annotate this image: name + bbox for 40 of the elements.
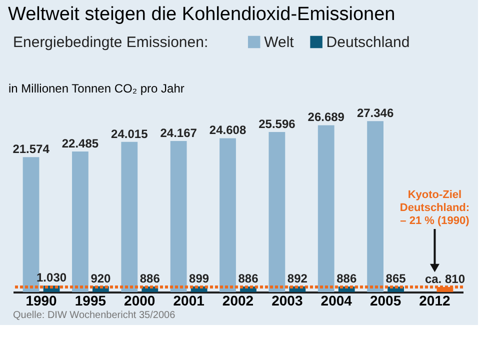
data-label: 24.015	[111, 126, 148, 141]
x-tick-label: 2001	[173, 292, 205, 308]
bar	[72, 151, 88, 292]
bar	[367, 121, 384, 292]
x-tick-label: 1990	[26, 292, 58, 308]
data-label: 865	[386, 272, 406, 286]
bar	[318, 125, 334, 292]
data-label: 892	[287, 271, 308, 286]
x-tick-label: 2005	[370, 292, 402, 308]
data-label: 920	[90, 271, 112, 286]
bar	[268, 132, 286, 292]
bar	[170, 140, 187, 292]
x-tick-label: 2004	[320, 292, 352, 308]
x-tick-label: 2003	[272, 292, 303, 308]
data-label: 26.689	[308, 110, 345, 124]
data-label: 886	[140, 271, 160, 286]
data-label: 886	[238, 271, 259, 286]
data-label: 22.485	[62, 136, 99, 150]
source-note: Quelle: DIW Wochenbericht 35/2006	[13, 310, 176, 321]
data-label: 21.574	[12, 142, 50, 156]
chart-title: Weltweit steigen die Kohlendioxid-Emissionen	[8, 4, 396, 25]
data-label: ca. 810	[424, 272, 466, 286]
x-tick-label: 1995	[74, 292, 106, 308]
data-label: 24.167	[160, 126, 198, 140]
annotation: Kyoto-Ziel Deutschland: – 21 % (1990)	[400, 188, 470, 227]
data-label: 27.346	[356, 106, 394, 120]
y-axis-title: in Millionen Tonnen CO₂ pro Jahr	[8, 82, 184, 96]
legend-label: Deutschland	[326, 34, 410, 51]
data-label: 886	[336, 271, 357, 286]
x-tick-label: 2002	[222, 292, 254, 308]
x-tick-label: 2000	[124, 292, 156, 308]
bar	[220, 138, 236, 292]
data-label: 1.030	[36, 270, 67, 285]
data-label: 24.608	[209, 123, 246, 138]
bar	[121, 142, 138, 292]
chart-subtitle: Energiebedingte Emissionen:	[13, 34, 208, 51]
legend-label: Welt	[264, 34, 295, 51]
data-label: 25.596	[258, 117, 296, 132]
data-label: 899	[189, 271, 210, 286]
x-tick-label: 2012	[419, 292, 450, 308]
